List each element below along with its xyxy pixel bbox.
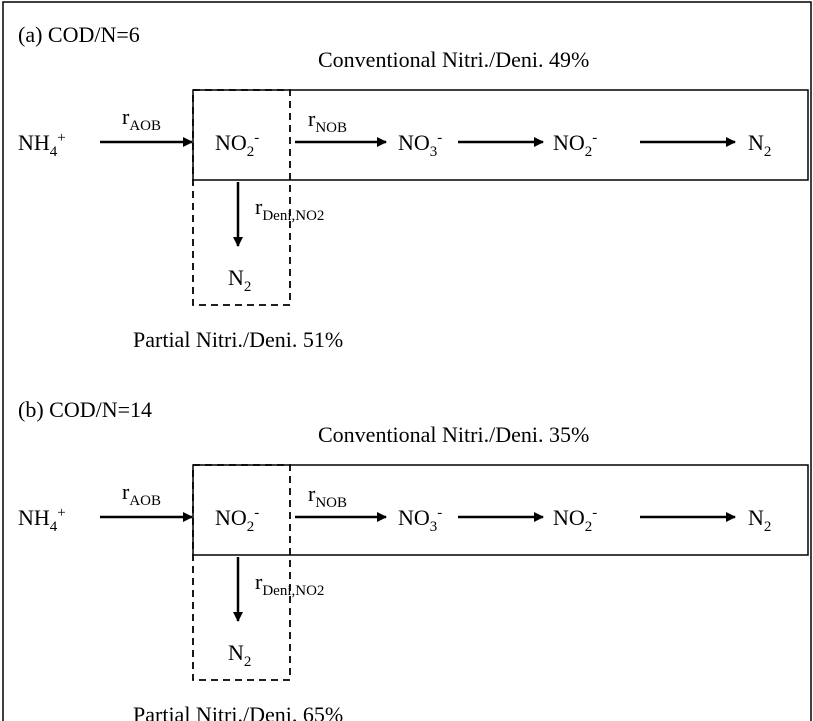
formula-base: NO — [215, 130, 247, 155]
conventional-box — [192, 464, 809, 556]
formula-sub: 2 — [244, 654, 252, 670]
formula-sub: 2 — [244, 279, 252, 295]
formula: NO2- — [215, 505, 259, 535]
formula-base: N — [748, 505, 764, 530]
partial-box — [192, 464, 291, 681]
formula: NH4+ — [18, 130, 66, 160]
formula-sub: 2 — [764, 144, 772, 160]
formula-base: N — [748, 130, 764, 155]
conventional-box — [192, 89, 809, 181]
formula: rNOB — [308, 481, 347, 511]
formula: N2 — [748, 130, 771, 160]
formula-sub: 4 — [50, 144, 58, 160]
formula-base: r — [255, 569, 263, 594]
formula-base: NH — [18, 505, 50, 530]
formula: NO3- — [398, 505, 442, 535]
formula-sup: - — [437, 505, 442, 521]
formula-sub: Deni,NO2 — [262, 583, 324, 599]
formula-sub: AOB — [129, 118, 161, 134]
formula-sub: 2 — [247, 144, 255, 160]
formula: NO3- — [398, 130, 442, 160]
formula-base: N — [228, 265, 244, 290]
formula: rNOB — [308, 106, 347, 136]
formula-sup: + — [57, 130, 65, 146]
formula-base: r — [122, 104, 130, 129]
formula-sub: NOB — [315, 495, 347, 511]
formula: rAOB — [122, 479, 161, 509]
formula-sub: NOB — [315, 120, 347, 136]
formula-sub: AOB — [129, 493, 161, 509]
formula-sup: - — [254, 505, 259, 521]
formula: N2 — [748, 505, 771, 535]
formula-sub: 2 — [585, 144, 593, 160]
formula: NH4+ — [18, 505, 66, 535]
panel-label: (b) COD/N=14 — [18, 397, 152, 422]
formula-base: NO — [398, 130, 430, 155]
formula-sub: 3 — [430, 144, 438, 160]
formula: rDeni,NO2 — [255, 569, 324, 599]
partial-label: Partial Nitri./Deni. 51% — [133, 327, 343, 352]
formula: rDeni,NO2 — [255, 194, 324, 224]
formula-base: r — [308, 106, 316, 131]
formula-sup: + — [57, 505, 65, 521]
formula-sub: Deni,NO2 — [262, 208, 324, 224]
formula: NO2- — [215, 130, 259, 160]
conventional-label: Conventional Nitri./Deni. 35% — [318, 422, 589, 447]
formula-sup: - — [592, 130, 597, 146]
formula-sub: 2 — [585, 519, 593, 535]
formula: NO2- — [553, 130, 597, 160]
formula-base: NO — [553, 505, 585, 530]
formula: N2 — [228, 640, 251, 670]
formula-base: NO — [553, 130, 585, 155]
formula-sub: 2 — [764, 519, 772, 535]
formula-base: r — [255, 194, 263, 219]
formula-base: NO — [398, 505, 430, 530]
formula: N2 — [228, 265, 251, 295]
formula-sup: - — [592, 505, 597, 521]
formula: rAOB — [122, 104, 161, 134]
formula-base: NO — [215, 505, 247, 530]
panel-label: (a) COD/N=6 — [18, 22, 140, 47]
partial-box — [192, 89, 291, 306]
formula: NO2- — [553, 505, 597, 535]
conventional-label: Conventional Nitri./Deni. 49% — [318, 47, 589, 72]
formula-base: N — [228, 640, 244, 665]
formula-base: r — [308, 481, 316, 506]
formula-base: NH — [18, 130, 50, 155]
formula-base: r — [122, 479, 130, 504]
partial-label: Partial Nitri./Deni. 65% — [133, 702, 343, 721]
formula-sup: - — [437, 130, 442, 146]
formula-sub: 3 — [430, 519, 438, 535]
formula-sup: - — [254, 130, 259, 146]
formula-sub: 2 — [247, 519, 255, 535]
formula-sub: 4 — [50, 519, 58, 535]
